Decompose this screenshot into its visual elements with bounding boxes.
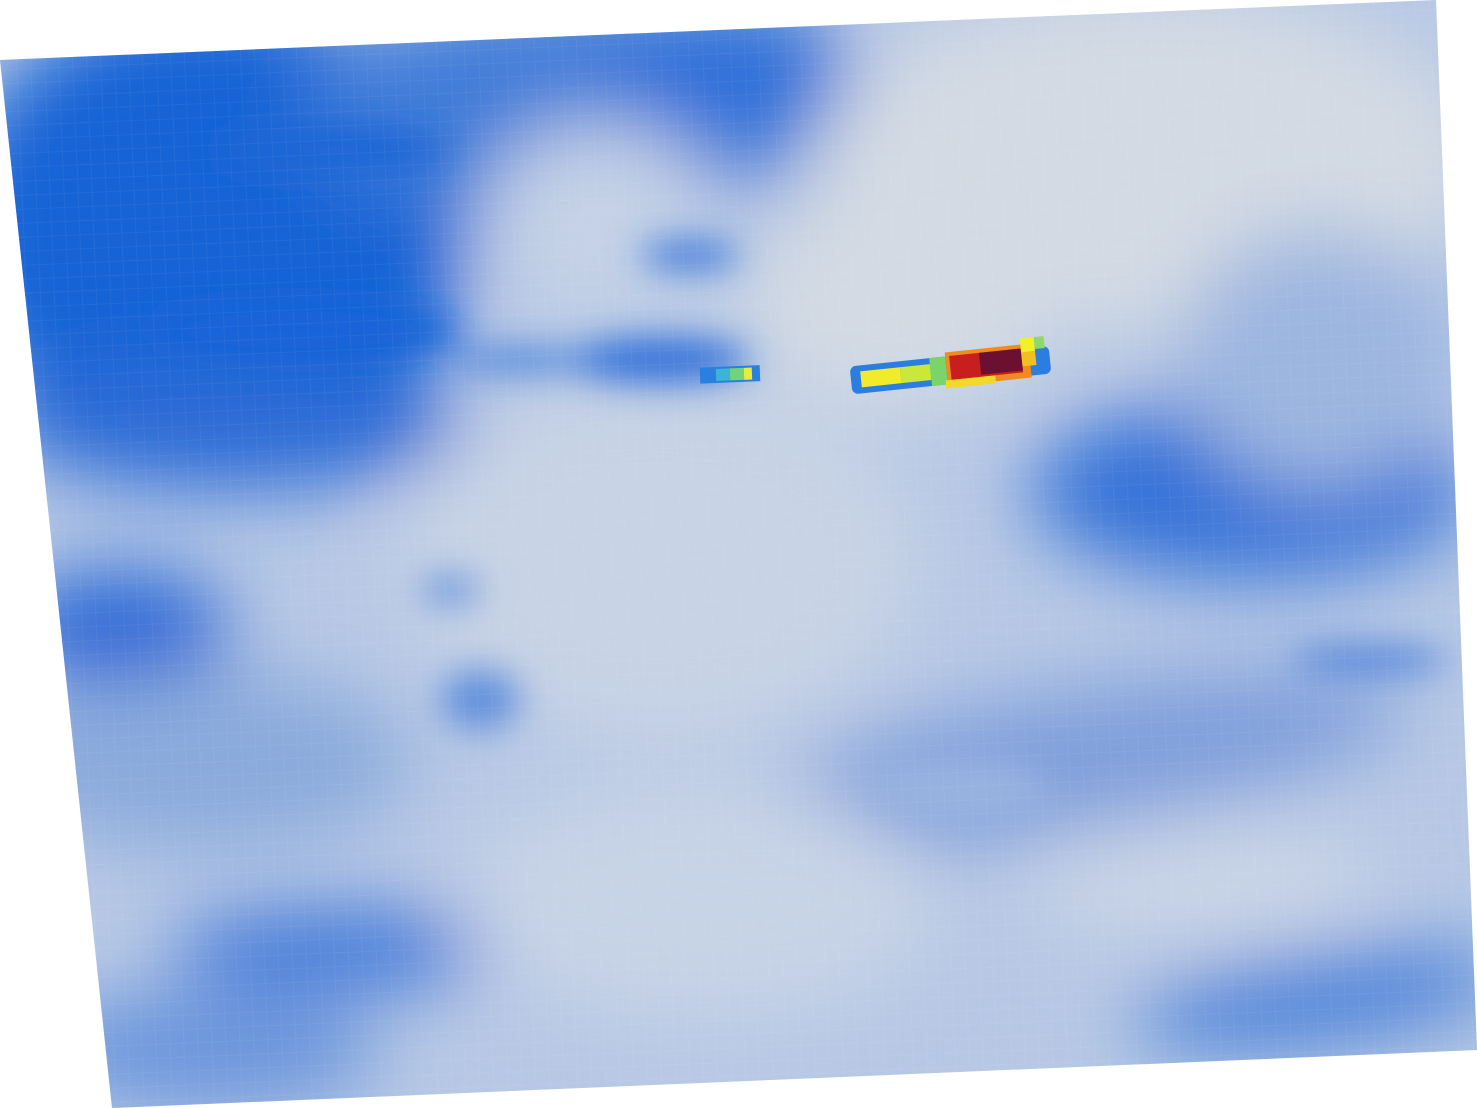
plume-secondary	[699, 365, 761, 384]
plume-hotspot	[850, 336, 1051, 394]
